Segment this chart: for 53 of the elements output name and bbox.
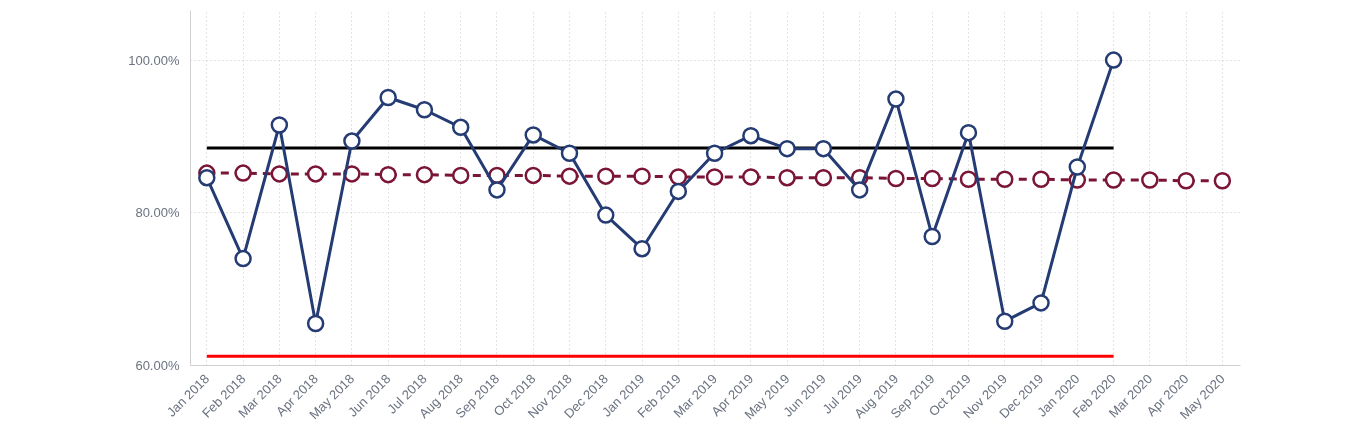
point	[742, 168, 760, 186]
point	[887, 169, 905, 188]
point	[451, 118, 470, 137]
point	[778, 139, 796, 158]
point	[270, 165, 289, 183]
point	[306, 165, 325, 183]
point	[814, 139, 833, 158]
point	[270, 116, 289, 134]
point	[1032, 294, 1050, 312]
y-tick-label: 60.00%	[135, 358, 180, 373]
point	[996, 312, 1014, 330]
point	[923, 169, 941, 188]
point	[1104, 171, 1123, 189]
point	[850, 181, 869, 199]
point	[1104, 51, 1123, 69]
point	[415, 101, 434, 119]
point	[1141, 171, 1159, 189]
point	[597, 206, 615, 224]
point	[887, 90, 905, 108]
point	[524, 126, 542, 144]
point	[234, 164, 252, 182]
point	[379, 88, 397, 107]
point	[742, 126, 760, 145]
point	[379, 165, 397, 184]
point	[198, 168, 216, 187]
point	[234, 249, 252, 268]
point	[1032, 170, 1050, 188]
point	[633, 167, 651, 185]
point	[705, 168, 724, 186]
point	[705, 144, 724, 162]
point	[1068, 158, 1087, 176]
point	[597, 167, 615, 185]
point	[923, 227, 941, 246]
point	[524, 166, 542, 185]
point	[959, 123, 978, 142]
point	[996, 170, 1014, 188]
point	[633, 239, 651, 258]
point	[1177, 172, 1195, 190]
point	[560, 167, 579, 185]
point	[669, 168, 688, 186]
point	[778, 168, 796, 187]
point	[560, 144, 579, 162]
point	[451, 166, 470, 185]
point	[669, 182, 688, 201]
point	[959, 170, 978, 188]
point	[343, 132, 361, 150]
point	[488, 181, 506, 199]
point	[814, 168, 833, 187]
point	[1213, 172, 1232, 190]
y-tick-label: 80.00%	[135, 205, 180, 221]
point	[415, 165, 434, 184]
point	[306, 314, 325, 333]
y-tick-label: 100.00%	[128, 52, 180, 68]
